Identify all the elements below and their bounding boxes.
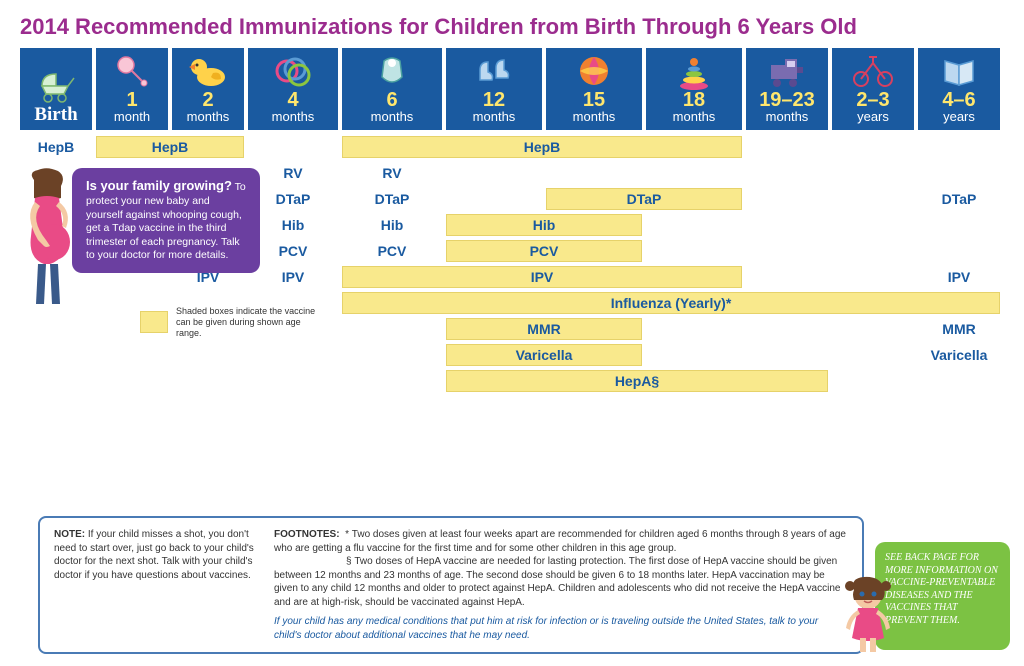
vaccine-mmr: MMR (446, 318, 642, 340)
vaccine-hib: Hib (248, 214, 338, 236)
tdap-callout: Is your family growing? To protect your … (72, 168, 260, 273)
legend-text: Shaded boxes indicate the vaccine can be… (176, 306, 320, 338)
age-col-4: 6months (342, 48, 442, 130)
vaccine-dtap: DTaP (546, 188, 742, 210)
vaccine-pcv: PCV (446, 240, 642, 262)
stroller-icon (20, 67, 92, 105)
rattle-icon (96, 52, 168, 90)
footnotes-box: NOTE: If your child misses a shot, you d… (38, 516, 864, 654)
bib-icon (342, 52, 442, 90)
vaccine-row-0: HepBHepBHepB (20, 136, 1004, 162)
footnote-sect: Two doses of HepA vaccine are needed for… (274, 556, 840, 608)
vaccine-ipv: IPV (342, 266, 742, 288)
age-col-2: 2months (172, 48, 244, 130)
vaccine-dtap: DTaP (342, 188, 442, 210)
rings-icon (248, 52, 338, 90)
vaccine-pcv: PCV (248, 240, 338, 262)
vaccine-mmr: MMR (918, 318, 1000, 340)
booties-icon (446, 52, 542, 90)
vaccine-dtap: DTaP (918, 188, 1000, 210)
age-col-9: 2–3years (832, 48, 914, 130)
trike-icon (832, 52, 914, 90)
vaccine-influenzayearly: Influenza (Yearly)* (342, 292, 1000, 314)
pregnant-woman-icon (16, 168, 78, 308)
vaccine-row-8: Varicella Varicella (20, 344, 1004, 370)
stacker-icon (646, 52, 742, 90)
book-icon (918, 52, 1000, 90)
duck-icon (172, 52, 244, 90)
age-header-row: Birth1month2months4months6months12months… (20, 48, 1004, 130)
tdap-heading: Is your family growing? (86, 178, 232, 193)
vaccine-hepa: HepA§ (446, 370, 828, 392)
vaccine-rv: RV (342, 162, 442, 184)
footnotes-heading: FOOTNOTES: (274, 529, 340, 540)
vaccine-hib: Hib (342, 214, 442, 236)
vaccine-dtap: DTaP (248, 188, 338, 210)
vaccine-hib: Hib (446, 214, 642, 236)
vaccine-hepb: HepB (342, 136, 742, 158)
age-col-0: Birth (20, 48, 92, 130)
age-col-8: 19–23months (746, 48, 828, 130)
vaccine-varicella: Varicella (446, 344, 642, 366)
age-col-6: 15months (546, 48, 642, 130)
vaccine-ipv: IPV (248, 266, 338, 288)
age-col-5: 12months (446, 48, 542, 130)
age-col-3: 4months (248, 48, 338, 130)
vaccine-hepb: HepB (20, 136, 92, 158)
ball-icon (546, 52, 642, 90)
age-col-1: 1month (96, 48, 168, 130)
vaccine-varicella: Varicella (918, 344, 1000, 366)
child-icon (840, 576, 896, 656)
vaccine-hepb: HepB (96, 136, 244, 158)
vaccine-ipv: IPV (918, 266, 1000, 288)
vaccine-pcv: PCV (342, 240, 442, 262)
age-col-7: 18months (646, 48, 742, 130)
age-col-10: 4–6years (918, 48, 1000, 130)
train-icon (746, 52, 828, 90)
tdap-body: To protect your new baby and yourself ag… (86, 181, 246, 261)
footnote-star: Two doses given at least four weeks apar… (274, 529, 846, 554)
note-heading: NOTE: (54, 529, 85, 540)
legend: Shaded boxes indicate the vaccine can be… (140, 306, 320, 338)
vaccine-rv: RV (248, 162, 338, 184)
legend-swatch (140, 311, 168, 333)
footnote-italic: If your child has any medical conditions… (274, 615, 848, 642)
page-title: 2014 Recommended Immunizations for Child… (20, 14, 1004, 40)
vaccine-row-9: HepA§ (20, 370, 1004, 396)
